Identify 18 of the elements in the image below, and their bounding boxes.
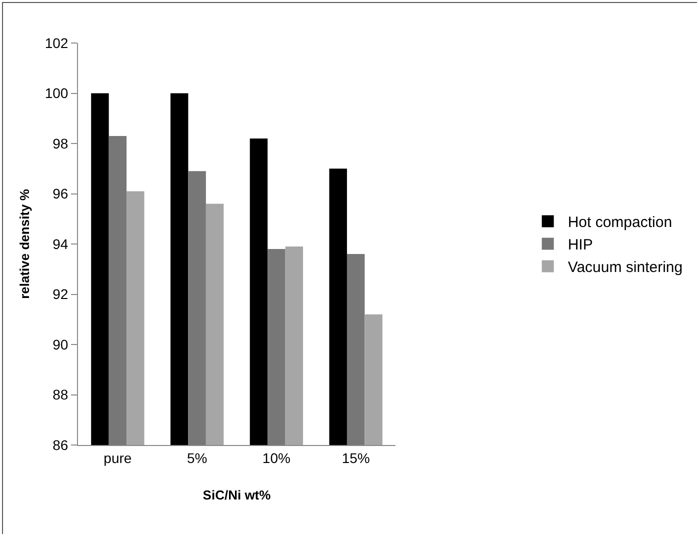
legend-label: HIP <box>568 236 593 254</box>
legend-label: Vacuum sintering <box>568 259 683 276</box>
y-tick-label: 102 <box>44 34 68 51</box>
legend-label: Hot compaction <box>568 214 672 232</box>
x-tick-label: 5% <box>186 450 208 466</box>
x-tick-label: pure <box>104 450 132 466</box>
x-tick-label: 15% <box>342 450 370 466</box>
y-tick-label: 88 <box>52 386 68 403</box>
y-tick-label: 90 <box>52 336 68 352</box>
y-tick-label: 92 <box>52 286 68 302</box>
x-tick-label: 10% <box>262 450 290 466</box>
y-tick-label: 94 <box>52 236 68 252</box>
y-tick-label: 86 <box>52 436 68 453</box>
x-axis-title: SiC/Ni wt% <box>202 487 272 502</box>
y-tick-label: 98 <box>52 135 68 152</box>
y-tick-label: 100 <box>44 85 68 102</box>
y-tick-label: 96 <box>52 186 68 202</box>
y-axis-title: relative density % <box>16 188 32 299</box>
